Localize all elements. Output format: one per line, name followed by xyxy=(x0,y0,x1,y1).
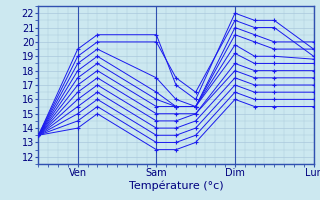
X-axis label: Température (°c): Température (°c) xyxy=(129,181,223,191)
